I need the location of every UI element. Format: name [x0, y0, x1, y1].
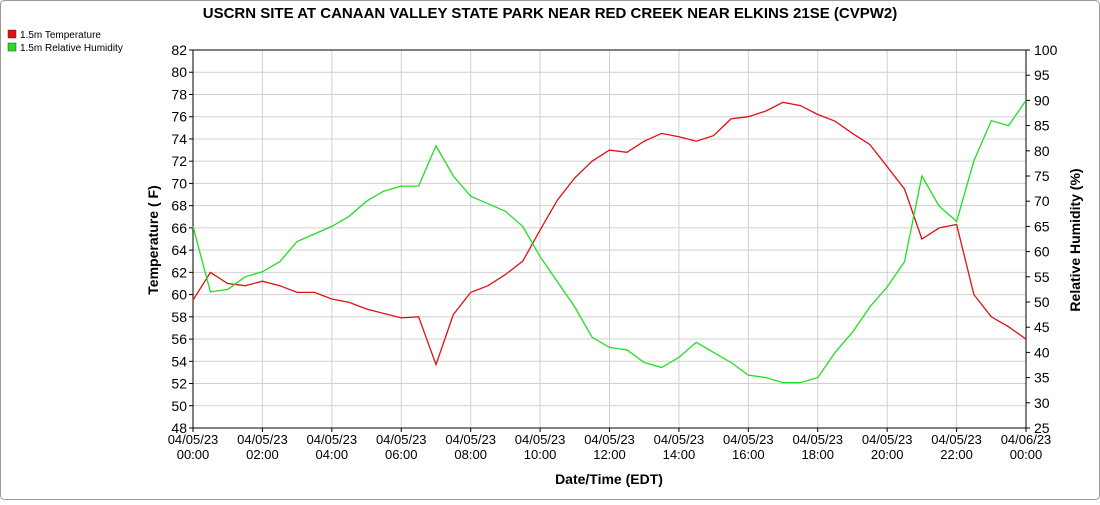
y2-tick-label: 85 — [1034, 118, 1050, 134]
y-tick-label: 50 — [171, 398, 187, 414]
y2-tick-label: 40 — [1034, 344, 1050, 360]
y-tick-label: 48 — [171, 420, 187, 436]
y-tick-label: 54 — [171, 353, 187, 369]
y2-tick-label: 55 — [1034, 269, 1050, 285]
y-tick-label: 68 — [171, 198, 187, 214]
x-tick-label: 04/05/23 18:00 — [792, 432, 843, 462]
y-tick-label: 80 — [171, 64, 187, 80]
x-tick-label: 04/06/23 00:00 — [1001, 432, 1052, 462]
x-tick-label: 04/05/23 04:00 — [307, 432, 358, 462]
y2-tick-label: 100 — [1034, 42, 1058, 58]
y-tick-label: 78 — [171, 86, 187, 102]
y2-tick-label: 95 — [1034, 67, 1050, 83]
series-line — [192, 101, 1027, 367]
x-tick-label: 04/05/23 22:00 — [931, 432, 982, 462]
legend-swatch — [7, 42, 17, 52]
y-tick-label: 72 — [171, 153, 187, 169]
y-tick-label: 64 — [171, 242, 187, 258]
y2-tick-label: 50 — [1034, 294, 1050, 310]
chart-title: USCRN SITE AT CANAAN VALLEY STATE PARK N… — [203, 5, 898, 22]
y-tick-label: 56 — [171, 331, 187, 347]
x-tick-label: 04/05/23 12:00 — [584, 432, 635, 462]
x-tick-label: 04/05/23 16:00 — [723, 432, 774, 462]
y2-tick-label: 60 — [1034, 244, 1050, 260]
x-tick-label: 04/05/23 10:00 — [515, 432, 566, 462]
legend-label: 1.5m Temperature — [20, 30, 101, 41]
legend-label: 1.5m Relative Humidity — [20, 43, 123, 54]
y-tick-label: 66 — [171, 220, 187, 236]
x-tick-label: 04/05/23 20:00 — [862, 432, 913, 462]
y2-tick-label: 80 — [1034, 143, 1050, 159]
plot-area — [192, 49, 1027, 429]
y2-tick-label: 35 — [1034, 370, 1050, 386]
y-tick-label: 58 — [171, 309, 187, 325]
x-tick-label: 04/05/23 06:00 — [376, 432, 427, 462]
y2-tick-label: 25 — [1034, 420, 1050, 436]
x-tick-label: 04/05/23 14:00 — [654, 432, 705, 462]
y2-tick-label: 30 — [1034, 395, 1050, 411]
y-tick-label: 60 — [171, 287, 187, 303]
y-tick-label: 82 — [171, 42, 187, 58]
y-tick-label: 52 — [171, 376, 187, 392]
y-tick-label: 74 — [171, 131, 187, 147]
x-tick-label: 04/05/23 00:00 — [168, 432, 219, 462]
y2-axis-label: Relative Humidity (%) — [1067, 168, 1083, 311]
y-tick-label: 62 — [171, 264, 187, 280]
x-axis-label: Date/Time (EDT) — [555, 471, 663, 487]
y2-tick-label: 75 — [1034, 168, 1050, 184]
y-tick-label: 76 — [171, 109, 187, 125]
y-tick-label: 70 — [171, 175, 187, 191]
y2-tick-label: 70 — [1034, 193, 1050, 209]
y2-tick-label: 45 — [1034, 319, 1050, 335]
legend-swatch — [7, 29, 17, 39]
y2-tick-label: 65 — [1034, 218, 1050, 234]
x-tick-label: 04/05/23 02:00 — [237, 432, 288, 462]
y2-tick-label: 90 — [1034, 92, 1050, 108]
series-line — [192, 100, 1027, 384]
x-tick-label: 04/05/23 08:00 — [445, 432, 496, 462]
y-axis-label: Temperature ( F) — [145, 185, 161, 294]
